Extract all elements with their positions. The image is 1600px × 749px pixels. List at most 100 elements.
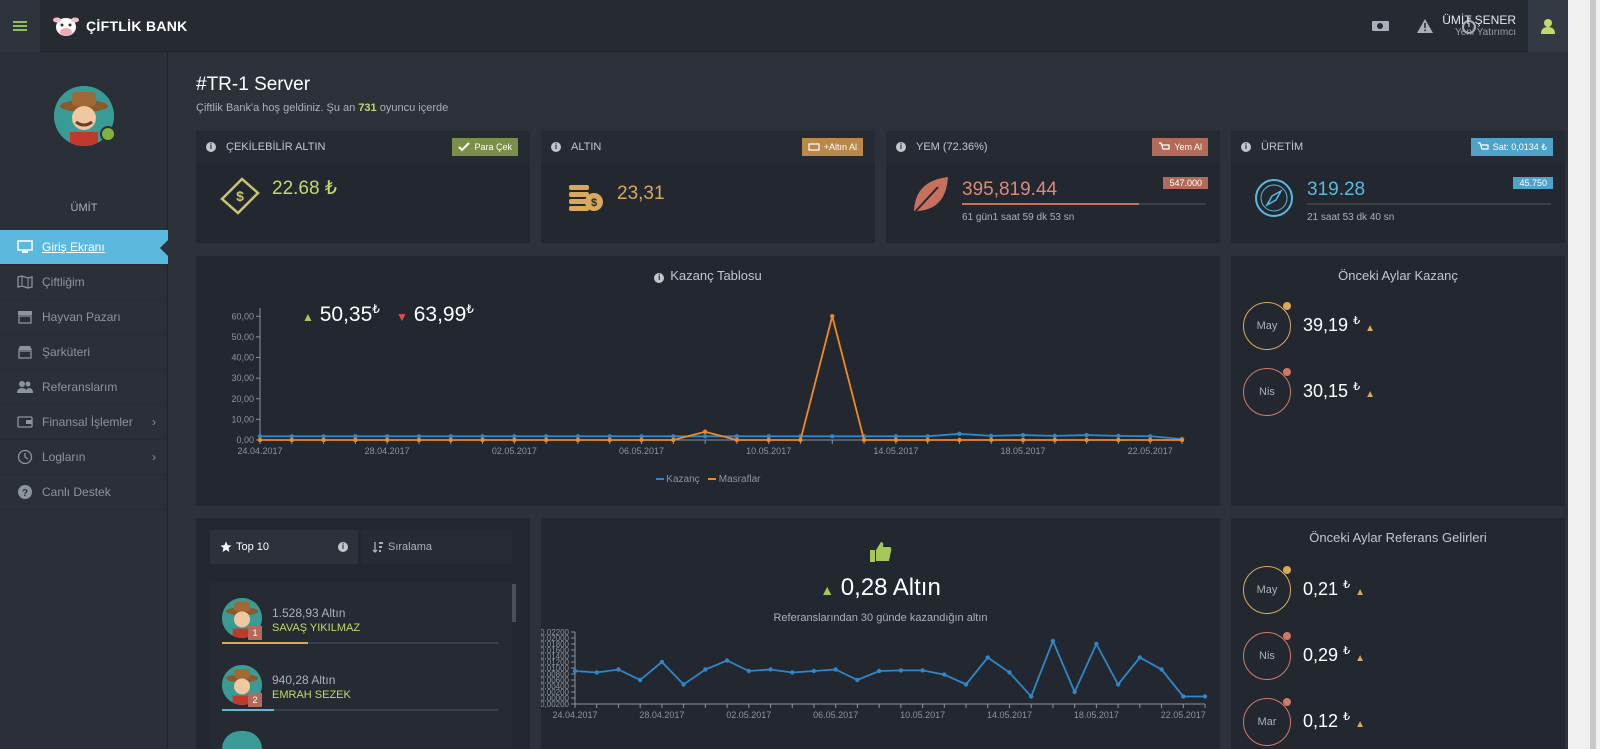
sidebar-item-finansal-islemler[interactable]: Finansal İşlemler › [0,405,168,440]
brand-logo[interactable]: ÇİFTLİK BANK [52,14,188,38]
user-info[interactable]: ÜMİT ŞENER Yeni Yatırımcı [1442,13,1516,38]
altin-al-button[interactable]: +Altın Al [801,138,863,156]
data-point [289,437,294,443]
tab-siralama[interactable]: Sıralama [362,530,512,564]
referans-card: ▲ 0,28 Altın Referanslarından 30 günde k… [541,518,1220,749]
yem-timer: 61 gün1 saat 59 dk 53 sn [962,212,1075,223]
data-point [1084,437,1089,443]
info-icon[interactable]: i [206,142,216,152]
data-point [830,434,835,439]
top10-row-1[interactable]: 1 1.528,93 Altın SAVAŞ YIKILMAZ [222,598,502,658]
y-tick-label: 0,00 [236,435,254,445]
data-point [790,670,795,675]
kazanc-up: ▲ 50,35₺ [302,302,380,326]
x-tick-label: 06.05.2017 [813,710,858,720]
user-menu-button[interactable] [1528,0,1568,52]
check-icon [458,142,471,152]
onceki-referans-title: Önceki Aylar Referans Gelirleri [1309,530,1487,545]
info-icon[interactable]: i [654,273,665,283]
page-title: #TR-1 Server [196,74,311,95]
data-point [957,431,962,437]
para-cek-button[interactable]: Para Çek [452,138,518,156]
data-point [989,437,994,443]
warning-button[interactable] [1414,15,1436,37]
online-count: 731 [358,102,377,114]
sidebar-avatar[interactable] [54,86,116,146]
user-name: ÜMİT ŞENER [1442,13,1516,27]
month-may: May [1243,566,1291,614]
data-point [1029,694,1034,699]
data-point [1159,667,1164,672]
card-uretim: i ÜRETİM Sat: 0,0134 ₺ 319.28 45.750 21 s… [1231,131,1565,243]
referans-value: ▲ 0,28 Altın [820,574,941,601]
info-icon[interactable]: i [338,542,348,552]
data-point [594,670,599,675]
wallet-icon [17,416,33,428]
data-point [1020,432,1026,438]
menu-toggle-button[interactable] [0,0,40,52]
top10-row-3-partial [222,731,262,749]
x-tick-label: 22.05.2017 [1128,446,1173,456]
top10-scrollbar[interactable] [512,584,516,622]
stopwatch-button[interactable] [1458,15,1480,37]
sidebar-item-label: Şarküteri [42,345,91,359]
referans-may-value: 0,21 ₺ ▲ [1303,579,1365,599]
card-title: YEM (72.36%) [916,141,988,153]
referans-subtitle: Referanslarından 30 günde kazandığın alt… [773,612,988,624]
page-scrollbar[interactable] [1568,0,1600,749]
info-icon[interactable]: i [896,142,906,152]
sidebar-item-loglarim[interactable]: Logların › [0,440,168,475]
data-point [257,437,263,443]
sat-button[interactable]: Sat: 0,0134 ₺ [1470,138,1553,156]
arrow-up-icon: ▲ [302,310,314,324]
data-point [1084,432,1089,438]
data-point [637,677,643,683]
sidebar-item-ciftligim[interactable]: Çiftliğim [0,265,168,300]
y-tick-label: 0,00800 [541,670,570,679]
yem-al-button[interactable]: Yem Al [1152,138,1208,156]
uretim-progress [1307,203,1551,205]
y-tick-label: -0,00200 [541,700,570,709]
data-point [963,682,969,687]
data-point [985,655,990,660]
x-tick-label: 02.05.2017 [492,446,537,456]
store-icon [18,346,32,359]
data-point [572,668,578,674]
data-point [353,437,358,443]
data-point [942,672,947,677]
data-point [734,434,740,439]
data-point [1148,434,1153,439]
data-point [1052,437,1058,443]
y-tick-label: 40,00 [231,353,254,363]
sidebar-item-hayvan-pazari[interactable]: Hayvan Pazarı [0,300,168,335]
card-yem: i YEM (72.36%) Yem Al 395,819.44 547.000 … [886,131,1220,243]
sidebar-item-giris-ekrani[interactable]: Giriş Ekranı [0,230,168,265]
info-icon[interactable]: i [1241,142,1251,152]
y-tick-label: 0,00200 [541,688,570,697]
uretim-timer: 21 saat 53 dk 40 sn [1307,212,1395,223]
money-button[interactable] [1370,15,1392,37]
data-point [512,437,517,443]
tab-top10[interactable]: Top 10 i [210,530,358,564]
top-bar: ÇİFTLİK BANK ÜMİT ŞENER Yeni Yatırımcı [0,0,1600,52]
x-tick-label: 28.04.2017 [639,710,684,720]
sidebar-item-canli-destek[interactable]: ? Canlı Destek [0,475,168,510]
yem-badge: 547.000 [1163,177,1208,189]
sidebar: ÜMİT Giriş Ekranı Çiftliğim Hayvan Pazar… [0,52,168,749]
data-point [724,658,730,663]
kazanc-chart: 0,00 10,00 20,00 30,00 40,00 50,00 60,00 24.04.… [231,308,1185,456]
legend-masraflar: Masraflar [718,474,761,485]
y-tick-label: 0,01200 [541,658,570,667]
top10-row-2[interactable]: 2 940,28 Altın EMRAH SEZEK [222,665,502,725]
uretim-badge: 45.750 [1513,177,1553,189]
info-icon[interactable]: i [551,142,561,152]
y-tick-label: 0,01400 [541,652,570,661]
card-title: ALTIN [571,141,602,153]
referans-mar-value: 0,12 ₺ ▲ [1303,711,1365,731]
scrollbar-thumb[interactable] [1590,0,1596,749]
data-point [639,437,644,443]
sidebar-item-label: Canlı Destek [42,485,111,499]
sidebar-item-referanslarim[interactable]: Referanslarım [0,370,168,405]
sidebar-item-sarkuteri[interactable]: Şarküteri [0,335,168,370]
users-icon [17,381,33,393]
